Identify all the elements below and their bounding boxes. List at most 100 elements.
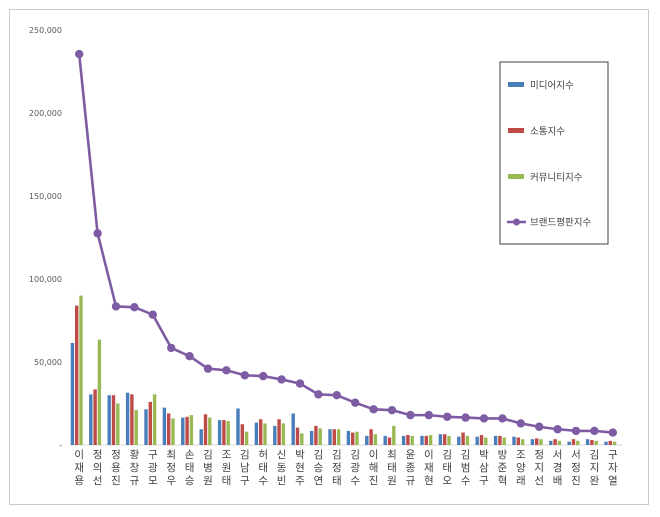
bar-3-김정태 (336, 429, 341, 445)
line-point-황창규 (130, 303, 139, 312)
bar-2-황창규 (130, 394, 134, 445)
category-labels: 이 재 용 정 의 선 정 용 진 황 창 규 구 광 모 최 정 우 손 태 승 김 병 원 조 원 태 김 남 구 허 태 수 신 동 빈 박 현 주 김… (74, 449, 618, 487)
bar-3-김남구 (244, 431, 249, 445)
bar-3-이재용 (79, 295, 83, 445)
bar-2-김지완 (590, 440, 594, 445)
legend-label-1: 미디어지수 (530, 81, 574, 92)
bar-1-조원태 (217, 420, 222, 445)
bar-2-박현주 (295, 427, 300, 445)
bar-1-김태오 (438, 434, 443, 445)
legend-marker (513, 218, 520, 226)
bar-3-허태수 (263, 423, 267, 445)
bar-1-박삼구 (475, 436, 479, 445)
bar-3-신동빈 (281, 423, 286, 445)
bar-1-최정우 (162, 407, 167, 445)
bar-3-정용진 (116, 403, 120, 445)
bar-2-김태오 (443, 434, 447, 445)
y-tick-label: 50,000 (34, 358, 62, 367)
line-point-정지선 (535, 422, 544, 431)
line-point-신동빈 (277, 375, 286, 384)
bar-3-김광수 (355, 431, 359, 445)
bar-3-이재현 (428, 435, 433, 445)
line-point-정용진 (111, 302, 121, 311)
bar-2-허태수 (259, 419, 263, 445)
bar-3-황창규 (134, 410, 138, 445)
axis-layer: - 50,000 100,000 150,000 200,000 250,000 (29, 26, 622, 450)
bar-2-윤종규 (406, 435, 410, 445)
bar-2-김정태 (332, 429, 336, 445)
bar-2-정용진 (111, 395, 116, 445)
y-tick-label: 200,000 (29, 109, 62, 118)
bar-1-조양래 (512, 436, 516, 445)
bar-1-정지선 (530, 439, 535, 445)
line-point-윤종규 (406, 410, 415, 420)
legend-swatch-2 (508, 128, 524, 133)
bar-1-구자열 (604, 441, 608, 445)
bar-3-손태승 (189, 415, 194, 445)
bar-3-최태원 (392, 425, 396, 445)
bar-2-정의선 (93, 389, 97, 445)
bar-3-정지선 (539, 439, 543, 445)
line-point-김태오 (443, 412, 452, 421)
bar-1-정용진 (107, 395, 111, 445)
line-point-손태승 (185, 351, 194, 361)
bar-1-허태수 (254, 422, 259, 445)
line-point-서정진 (571, 426, 581, 436)
bars-layer (70, 295, 617, 445)
bar-1-정의선 (89, 394, 93, 445)
bar-3-조양래 (520, 439, 525, 445)
y-tick-label: 150,000 (29, 192, 62, 201)
line-point-정의선 (93, 229, 102, 238)
line-point-김광수 (351, 398, 360, 407)
line-point-이해진 (369, 405, 378, 414)
line-point-김범수 (461, 413, 470, 422)
bar-3-구자열 (612, 441, 617, 445)
line-point-방준혁 (498, 414, 507, 423)
line-point-박삼구 (479, 414, 489, 423)
legend-box (499, 61, 609, 245)
bar-3-최정우 (171, 418, 175, 445)
line-point-허태수 (259, 371, 268, 381)
bar-1-손태승 (181, 417, 185, 445)
bar-1-방준혁 (493, 435, 498, 445)
bar-2-김병원 (203, 414, 208, 445)
bar-2-김광수 (351, 432, 355, 445)
bar-1-이해진 (365, 435, 369, 445)
bar-1-구광모 (144, 409, 148, 445)
legend-label-4: 브랜드평판지수 (530, 218, 591, 229)
line-point-박현주 (295, 379, 305, 388)
bar-3-서경배 (557, 440, 562, 445)
bar-1-서정진 (567, 441, 571, 445)
bar-3-방준혁 (502, 437, 506, 445)
bar-2-방준혁 (498, 435, 502, 445)
bar-2-조원태 (222, 420, 226, 445)
bar-3-조원태 (226, 420, 230, 445)
bar-3-김승연 (318, 428, 322, 445)
bar-2-이해진 (369, 429, 373, 445)
bar-1-김지완 (585, 439, 590, 445)
bar-2-구광모 (148, 401, 152, 445)
bar-2-신동빈 (277, 419, 281, 445)
bar-1-윤종규 (401, 435, 406, 445)
bar-1-서경배 (549, 440, 553, 445)
y-tick-label: - (59, 441, 62, 450)
bar-1-황창규 (125, 392, 130, 445)
